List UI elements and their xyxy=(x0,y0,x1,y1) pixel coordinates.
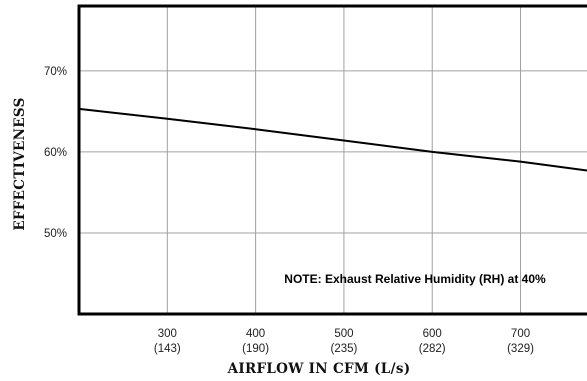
x-tick-sublabel: (235) xyxy=(330,343,357,355)
x-tick-labels: 300 (143) 400 (190) 500 (235) 600 (282) 700 (329) xyxy=(154,328,534,355)
plot-area-frame xyxy=(77,4,587,316)
x-tick-sublabel: (282) xyxy=(419,343,446,355)
grid-lines xyxy=(79,6,587,314)
effectiveness-curve xyxy=(78,107,587,172)
y-tick-label: 60% xyxy=(44,147,67,159)
x-tick-label: 700 xyxy=(511,328,530,340)
humidity-note-annotation: NOTE: Exhaust Relative Humidity (RH) at … xyxy=(284,272,546,286)
x-tick-label: 600 xyxy=(423,328,442,340)
x-tick-label: 500 xyxy=(334,328,353,340)
x-tick-label: 400 xyxy=(246,328,265,340)
x-tick-sublabel: (329) xyxy=(507,343,534,355)
x-tick-sublabel: (143) xyxy=(154,343,181,355)
x-tick-sublabel: (190) xyxy=(242,343,269,355)
y-tick-label: 50% xyxy=(44,228,67,240)
y-tick-label: 70% xyxy=(44,66,67,78)
y-tick-labels: 50% 60% 70% xyxy=(44,66,67,240)
x-tick-label: 300 xyxy=(158,328,177,340)
y-axis-title: EFFECTIVENESS xyxy=(12,97,28,230)
x-axis-title: AIRFLOW IN CFM (L/s) xyxy=(227,361,411,377)
